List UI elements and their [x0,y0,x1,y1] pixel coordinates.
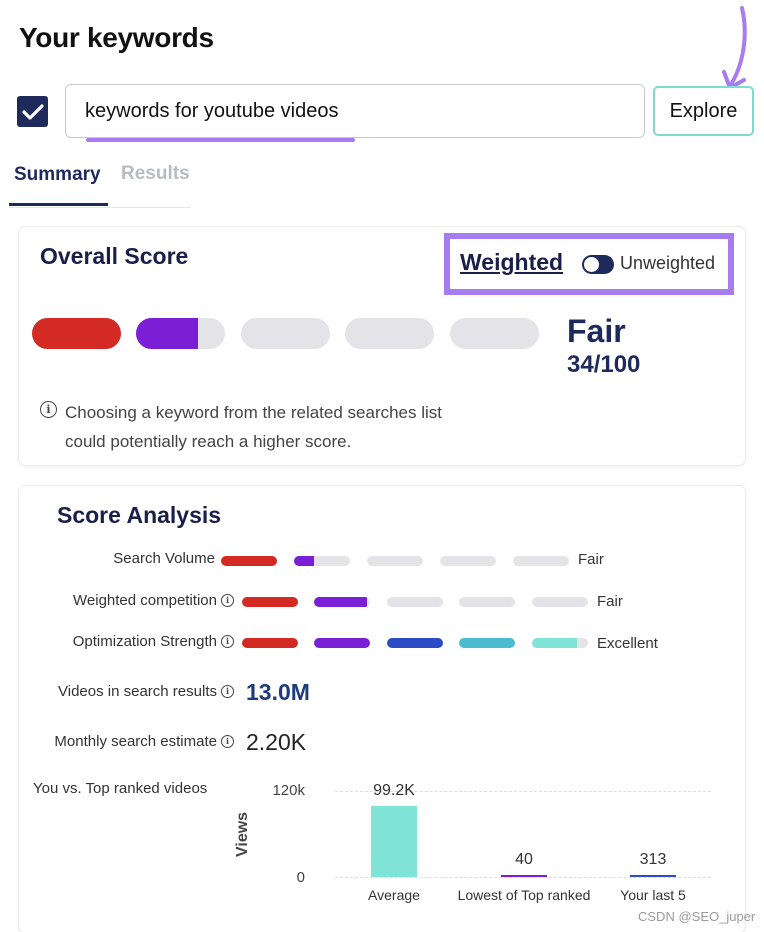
watermark: CSDN @SEO_juper [638,909,756,924]
info-icon[interactable]: i [221,684,234,698]
overall-score-title: Overall Score [40,243,189,269]
metric-bar-segment [294,556,350,566]
tab-summary[interactable]: Summary [9,152,108,206]
metric-label-text: Optimization Strength [72,633,217,650]
chart-bar [371,805,417,877]
metric-bar-fill [387,638,443,648]
weighted-option[interactable]: Weighted [460,249,564,275]
metric-label-search-volume: Search Volume [113,550,215,567]
metric-bar-segment [314,597,370,607]
metric-bar-fill [242,638,298,648]
score-analysis-card: Score Analysis Search Volume Weighted co… [19,486,745,932]
metric-bar-fill [242,597,298,607]
stat-value-videos: 13.0M [246,679,310,705]
metric-bar-segment [532,597,588,607]
chart-bar-value-label: 313 [639,851,667,868]
metric-rating-optimization-strength: Excellent [597,635,658,652]
metric-bar-segment [513,556,569,566]
stat-label-videos: Videos in search results i [58,683,234,700]
chart-label: You vs. Top ranked videos [33,780,208,797]
y-tick-max: 120k [272,782,305,799]
score-segment-4 [345,318,434,349]
overall-score-value: 34/100 [567,351,641,378]
info-icon[interactable]: i [221,593,234,607]
gridline-top [335,791,711,792]
page-title: Your keywords [19,22,214,53]
metric-bar-segment [242,597,298,607]
chart-category-label: Your last 5 [620,887,686,903]
chart-category-label: Lowest of Top ranked [457,887,591,903]
metric-bar-fill [314,638,370,648]
score-segment-3 [241,318,330,349]
metric-bar-segment [459,638,515,648]
chart-y-axis-title: Views [234,811,251,857]
score-segment-fill [32,318,121,349]
score-segment-2 [136,318,225,349]
metric-rating-search-volume: Fair [578,551,604,568]
metric-bar-fill [532,638,577,648]
explore-button[interactable]: Explore [653,86,754,136]
metric-bar-fill [221,556,277,566]
metric-bar-fill [314,597,368,607]
tab-results[interactable]: Results [121,163,190,184]
metric-bar-segment [387,638,443,648]
metric-label-weighted-competition: Weighted competition i [73,592,234,609]
metric-label-optimization-strength: Optimization Strength i [73,633,234,650]
score-analysis-title: Score Analysis [57,502,222,528]
search-highlight-underline [86,138,355,142]
keyword-search-input[interactable]: keywords for youtube videos [65,84,645,142]
metric-bar-segment [387,597,443,607]
score-segment-1 [32,318,121,349]
overall-rating: Fair [567,313,626,349]
stat-value-monthly-search: 2.20K [246,729,307,755]
tab-summary-label: Summary [14,164,101,185]
chart-category-label: Average [368,887,420,903]
checkmark-icon [21,103,44,120]
keyword-checkbox[interactable] [17,96,48,127]
info-icon[interactable]: i [221,634,234,648]
overall-score-note: Choosing a keyword from the related sear… [65,403,443,451]
unweighted-option[interactable]: Unweighted [620,253,716,273]
chart-bar [630,875,676,877]
chart-bar-value-label: 99.2K [373,781,415,799]
gridline-bottom [335,877,711,878]
metric-bar-fill [459,638,515,648]
info-icon: i [40,401,57,418]
info-icon[interactable]: i [221,734,234,748]
weighting-toggle-switch[interactable] [582,255,614,274]
overall-score-card: Overall Score Weighted Unweighted Fair 3… [19,227,745,465]
stat-label-monthly-search: Monthly search estimate i [54,733,234,750]
toggle-knob [584,257,599,272]
metric-bar-fill [294,556,314,566]
metric-rating-weighted-competition: Fair [597,593,623,610]
metric-label-text: Weighted competition [73,592,217,609]
annotation-arrow-icon [722,6,747,90]
chart-bar [501,875,547,877]
metric-label-text: Search Volume [113,550,215,567]
stat-label-text: Videos in search results [58,683,217,700]
metric-bar-segment [532,638,588,648]
stat-label-text: Monthly search estimate [54,733,217,750]
score-segment-fill [136,318,199,349]
metric-bar-segment [242,638,298,648]
metric-bar-segment [459,597,515,607]
chart-bar-value-label: 40 [515,851,533,868]
score-segment-5 [450,318,539,349]
tab-bar: Summary Results [9,152,191,208]
weighting-toggle-group: Weighted Unweighted [444,233,734,295]
metric-bar-segment [314,638,370,648]
metric-bar-segment [221,556,277,566]
y-tick-zero: 0 [296,869,305,886]
metric-bar-segment [367,556,423,566]
metric-bar-segment [440,556,496,566]
search-input-value: keywords for youtube videos [85,100,339,122]
